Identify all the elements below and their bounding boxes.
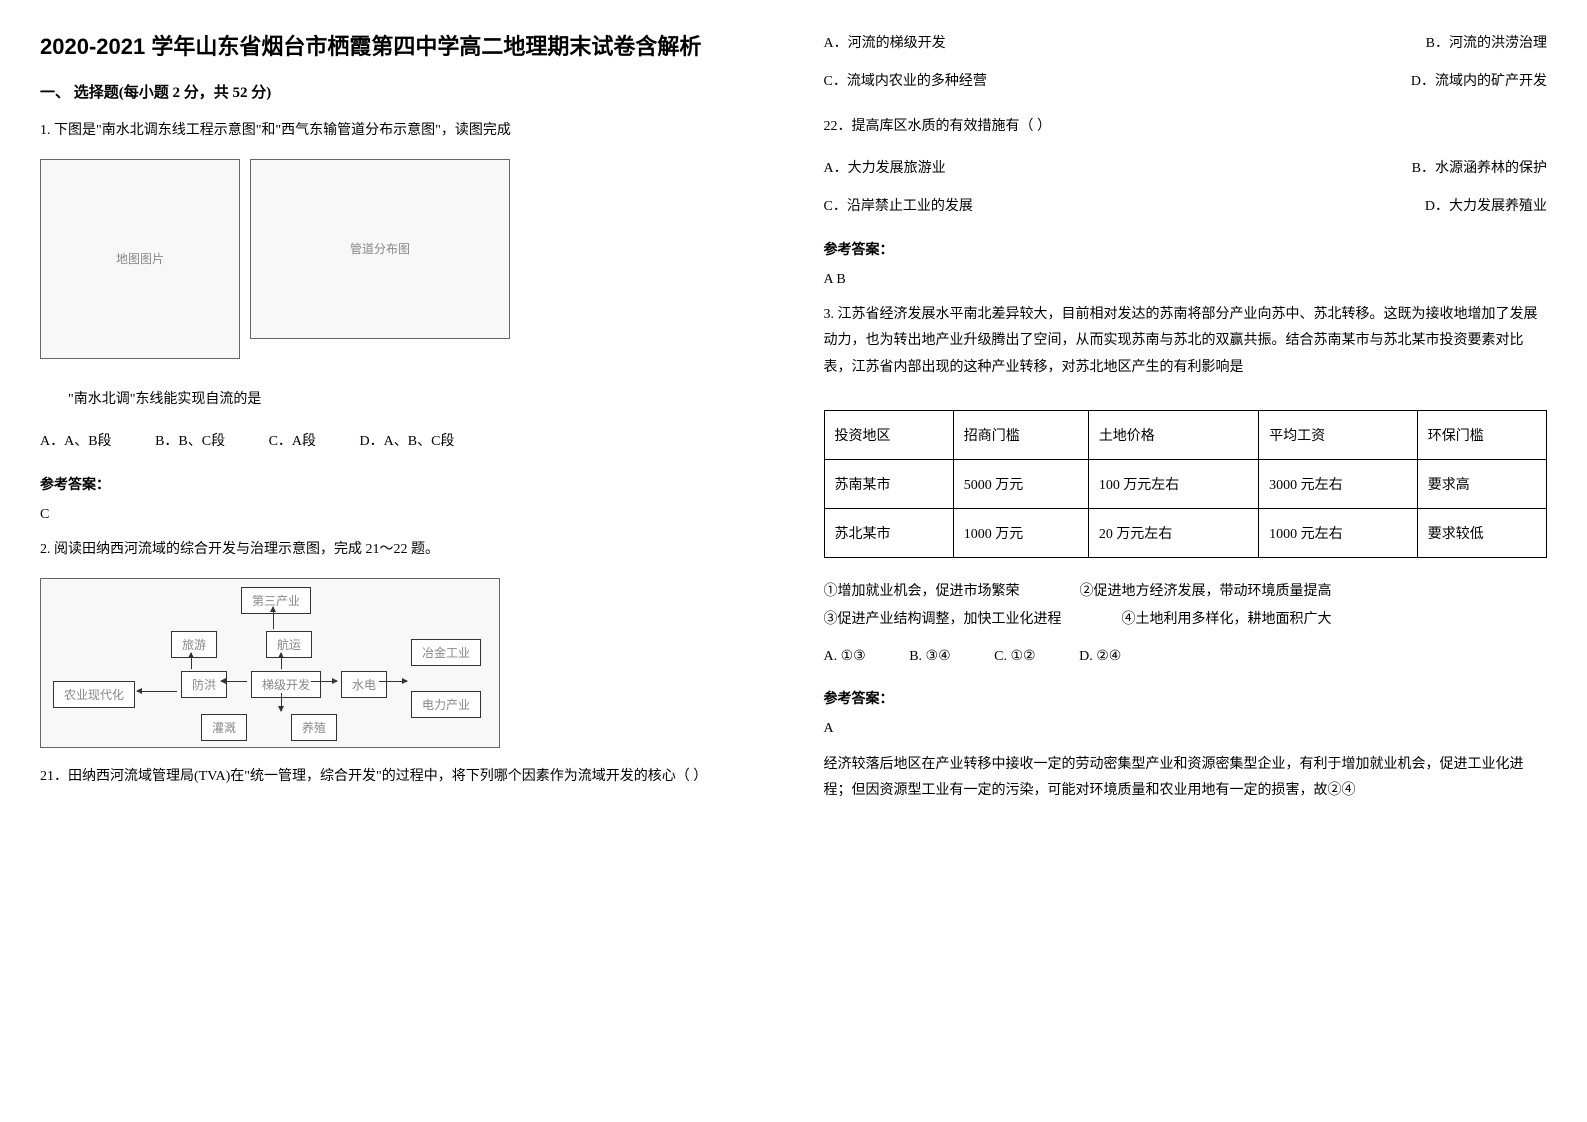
td-r0c0: 苏南某市 (824, 459, 953, 508)
box-flood: 防洪 (181, 671, 227, 698)
section-heading: 一、 选择题(每小题 2 分，共 52 分) (40, 81, 764, 102)
q21-opt-b: B．河流的洪涝治理 (1426, 30, 1547, 58)
q1-sub: "南水北调"东线能实现自流的是 (40, 387, 764, 414)
box-tourism: 旅游 (171, 631, 217, 658)
td-r0c1: 5000 万元 (953, 459, 1088, 508)
q21-opt-a: A．河流的梯级开发 (824, 30, 946, 58)
table-header-row: 投资地区 招商门槛 土地价格 平均工资 环保门槛 (824, 410, 1547, 459)
q3-options: A. ①③ B. ③④ C. ①② D. ②④ (824, 642, 1548, 673)
page-title: 2020-2021 学年山东省烟台市栖霞第四中学高二地理期末试卷含解析 (40, 30, 764, 63)
q3-stem: 3. 江苏省经济发展水平南北差异较大，目前相对发达的苏南将部分产业向苏中、苏北转… (824, 302, 1548, 382)
th-2: 土地价格 (1088, 410, 1258, 459)
q22-stem: 22．提高库区水质的有效措施有（ ） (824, 114, 1548, 141)
td-r0c4: 要求高 (1417, 459, 1546, 508)
th-1: 招商门槛 (953, 410, 1088, 459)
box-hydro: 水电 (341, 671, 387, 698)
q22-opt-b: B．水源涵养林的保护 (1412, 155, 1547, 183)
q1-answer: C (40, 502, 764, 527)
flow-diagram: 第三产业 旅游 航运 冶金工业 防洪 梯级开发 水电 农业现代化 电力产业 灌溉… (40, 578, 500, 748)
map-image-1: 地图图片 (40, 159, 240, 359)
q22-opt-a: A．大力发展旅游业 (824, 155, 946, 183)
q1-opt-a: A．A、B段 (40, 427, 112, 458)
q3-opt-c: C. ①② (994, 642, 1035, 673)
th-3: 平均工资 (1259, 410, 1418, 459)
q2-answer-label: 参考答案： (824, 239, 1548, 259)
td-r1c2: 20 万元左右 (1088, 508, 1258, 557)
box-cascade: 梯级开发 (251, 671, 321, 698)
q21-opt-c: C．流域内农业的多种经营 (824, 68, 987, 96)
q1-stem: 1. 下图是"南水北调东线工程示意图"和"西气东输管道分布示意图"，读图完成 (40, 118, 764, 145)
q1-figures: 地图图片 管道分布图 (40, 159, 764, 373)
td-r0c3: 3000 元左右 (1259, 459, 1418, 508)
td-r1c0: 苏北某市 (824, 508, 953, 557)
q3-opt-b: B. ③④ (909, 642, 950, 673)
q1-answer-label: 参考答案： (40, 474, 764, 494)
q21-opts-row2: C．流域内农业的多种经营 D．流域内的矿产开发 (824, 68, 1548, 96)
td-r1c3: 1000 元左右 (1259, 508, 1418, 557)
stmt-1: ①增加就业机会，促进市场繁荣 (824, 578, 1020, 606)
q22-opt-c: C．沿岸禁止工业的发展 (824, 193, 973, 221)
q21-opts-row1: A．河流的梯级开发 B．河流的洪涝治理 (824, 30, 1548, 58)
th-0: 投资地区 (824, 410, 953, 459)
td-r1c4: 要求较低 (1417, 508, 1546, 557)
box-agri: 农业现代化 (53, 681, 135, 708)
q3-explanation: 经济较落后地区在产业转移中接收一定的劳动密集型产业和资源密集型企业，有利于增加就… (824, 752, 1548, 805)
q3-opt-d: D. ②④ (1079, 642, 1121, 673)
box-metallurgy: 冶金工业 (411, 639, 481, 666)
q1-options: A．A、B段 B．B、C段 C．A段 D．A、B、C段 (40, 427, 764, 458)
box-third: 第三产业 (241, 587, 311, 614)
stmt-4: ④土地利用多样化，耕地面积广大 (1122, 606, 1332, 634)
th-4: 环保门槛 (1417, 410, 1546, 459)
table-row: 苏北某市 1000 万元 20 万元左右 1000 元左右 要求较低 (824, 508, 1547, 557)
investment-table: 投资地区 招商门槛 土地价格 平均工资 环保门槛 苏南某市 5000 万元 10… (824, 410, 1548, 558)
map-image-2: 管道分布图 (250, 159, 510, 339)
table-row: 苏南某市 5000 万元 100 万元左右 3000 元左右 要求高 (824, 459, 1547, 508)
q22-opt-d: D．大力发展养殖业 (1425, 193, 1547, 221)
q3-answer-label: 参考答案： (824, 688, 1548, 708)
q22-opts-row2: C．沿岸禁止工业的发展 D．大力发展养殖业 (824, 193, 1548, 221)
td-r1c1: 1000 万元 (953, 508, 1088, 557)
q1-opt-d: D．A、B、C段 (360, 427, 455, 458)
q1-opt-b: B．B、C段 (155, 427, 225, 458)
q1-opt-c: C．A段 (269, 427, 316, 458)
q21-stem: 21．田纳西河流域管理局(TVA)在"统一管理，综合开发"的过程中，将下列哪个因… (40, 764, 764, 791)
q3-answer: A (824, 716, 1548, 741)
td-r0c2: 100 万元左右 (1088, 459, 1258, 508)
q3-opt-a: A. ①③ (824, 642, 866, 673)
q22-opts-row1: A．大力发展旅游业 B．水源涵养林的保护 (824, 155, 1548, 183)
box-power: 电力产业 (411, 691, 481, 718)
box-shipping: 航运 (266, 631, 312, 658)
box-aqua: 养殖 (291, 714, 337, 741)
q2-answer: A B (824, 267, 1548, 292)
box-irrigation: 灌溉 (201, 714, 247, 741)
stmt-3: ③促进产业结构调整，加快工业化进程 (824, 606, 1062, 634)
q2-stem: 2. 阅读田纳西河流域的综合开发与治理示意图，完成 21～22 题。 (40, 537, 764, 564)
stmt-2: ②促进地方经济发展，带动环境质量提高 (1080, 578, 1332, 606)
q3-statements: ①增加就业机会，促进市场繁荣 ②促进地方经济发展，带动环境质量提高 ③促进产业结… (824, 578, 1548, 634)
q21-opt-d: D．流域内的矿产开发 (1411, 68, 1547, 96)
